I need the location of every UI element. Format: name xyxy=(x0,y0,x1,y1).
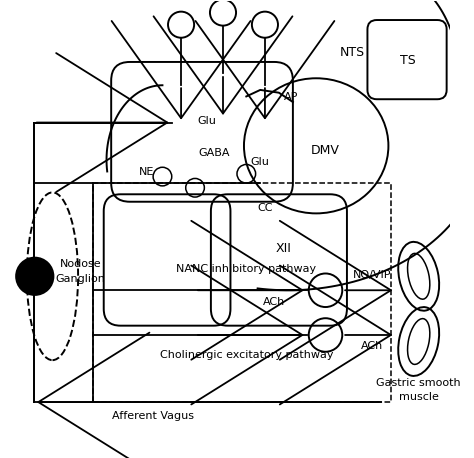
Text: Ganglion: Ganglion xyxy=(55,274,105,284)
Text: CC: CC xyxy=(257,203,273,213)
Text: NE: NE xyxy=(139,167,154,177)
Text: NO/VIP: NO/VIP xyxy=(353,270,392,280)
Text: DMV: DMV xyxy=(311,144,340,157)
Text: Cholinergic excitatory pathway: Cholinergic excitatory pathway xyxy=(160,350,333,360)
Text: NANC inhibitory pathway: NANC inhibitory pathway xyxy=(176,264,316,274)
Circle shape xyxy=(16,258,54,295)
Text: TS: TS xyxy=(400,54,415,66)
Text: muscle: muscle xyxy=(399,393,438,403)
Text: GABA: GABA xyxy=(198,148,229,158)
Text: Nodose: Nodose xyxy=(60,259,101,269)
Text: ACh: ACh xyxy=(361,341,383,351)
Text: Glu: Glu xyxy=(251,157,270,167)
Text: AP: AP xyxy=(284,93,298,103)
Text: XII: XII xyxy=(276,242,292,255)
Bar xyxy=(92,183,391,402)
Text: Afferent Vagus: Afferent Vagus xyxy=(112,411,194,421)
Text: Glu: Glu xyxy=(197,116,216,125)
Text: ACh: ACh xyxy=(263,297,285,307)
Text: Gastric smooth: Gastric smooth xyxy=(376,378,461,388)
Text: NTS: NTS xyxy=(339,46,365,59)
